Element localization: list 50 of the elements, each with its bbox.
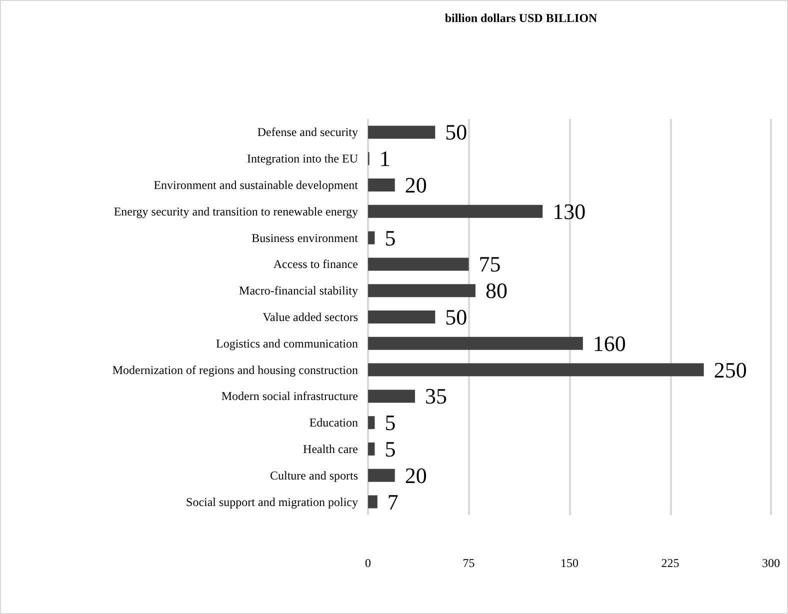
bar — [368, 495, 378, 508]
data-label: 80 — [485, 278, 508, 304]
data-label: 5 — [384, 436, 396, 462]
y-tick-label: Modern social infrastructure — [221, 389, 358, 404]
data-label: 160 — [592, 330, 626, 356]
bar — [368, 442, 375, 456]
data-label: 50 — [445, 304, 468, 330]
data-label: 250 — [714, 357, 747, 382]
y-tick-label: Education — [309, 416, 358, 430]
y-tick-label: Culture and sports — [270, 468, 358, 482]
bar — [368, 310, 436, 324]
bar — [368, 336, 583, 350]
y-tick-label: Modernization of regions and housing construction — [112, 362, 358, 377]
bar — [368, 178, 395, 192]
x-tick-label: 0 — [365, 556, 371, 570]
x-tick-label: 300 — [762, 556, 780, 570]
data-label: 7 — [387, 489, 398, 514]
bar — [368, 284, 476, 298]
y-tick-label: Defense and security — [257, 125, 358, 140]
y-tick-label: Business environment — [252, 230, 359, 245]
data-label: 20 — [404, 462, 427, 488]
bar — [368, 204, 543, 218]
data-label: 130 — [552, 198, 586, 224]
bar — [368, 468, 395, 482]
y-tick-label: Environment and sustainable development — [154, 178, 359, 192]
bar — [368, 258, 469, 271]
y-tick-label: Value added sectors — [262, 310, 358, 324]
y-tick-label: Logistics and communication — [216, 336, 358, 350]
x-tick-label: 75 — [462, 556, 475, 570]
data-label: 5 — [384, 225, 396, 250]
y-tick-label: Macro-financial stability — [239, 284, 358, 298]
chart-title: billion dollars USD BILLION — [444, 11, 598, 25]
x-tick-label: 150 — [560, 556, 578, 570]
data-label: 5 — [384, 410, 396, 436]
y-tick-label: Social support and migration policy — [186, 494, 358, 509]
bar — [368, 126, 436, 139]
data-label: 75 — [478, 252, 501, 277]
data-label: 20 — [404, 172, 427, 198]
x-tick-label: 225 — [661, 556, 680, 570]
bar — [368, 231, 375, 244]
bar — [368, 390, 416, 403]
y-tick-label: Energy security and transition to renewable energy — [114, 204, 358, 218]
data-label: 35 — [425, 384, 448, 409]
data-label: 1 — [379, 146, 390, 172]
y-tick-label: Health care — [303, 442, 358, 456]
bar — [368, 363, 704, 376]
bar — [368, 416, 375, 430]
y-tick-label: Access to finance — [273, 257, 358, 272]
data-label: 50 — [445, 120, 468, 145]
y-tick-label: Integration into the EU — [247, 152, 358, 166]
